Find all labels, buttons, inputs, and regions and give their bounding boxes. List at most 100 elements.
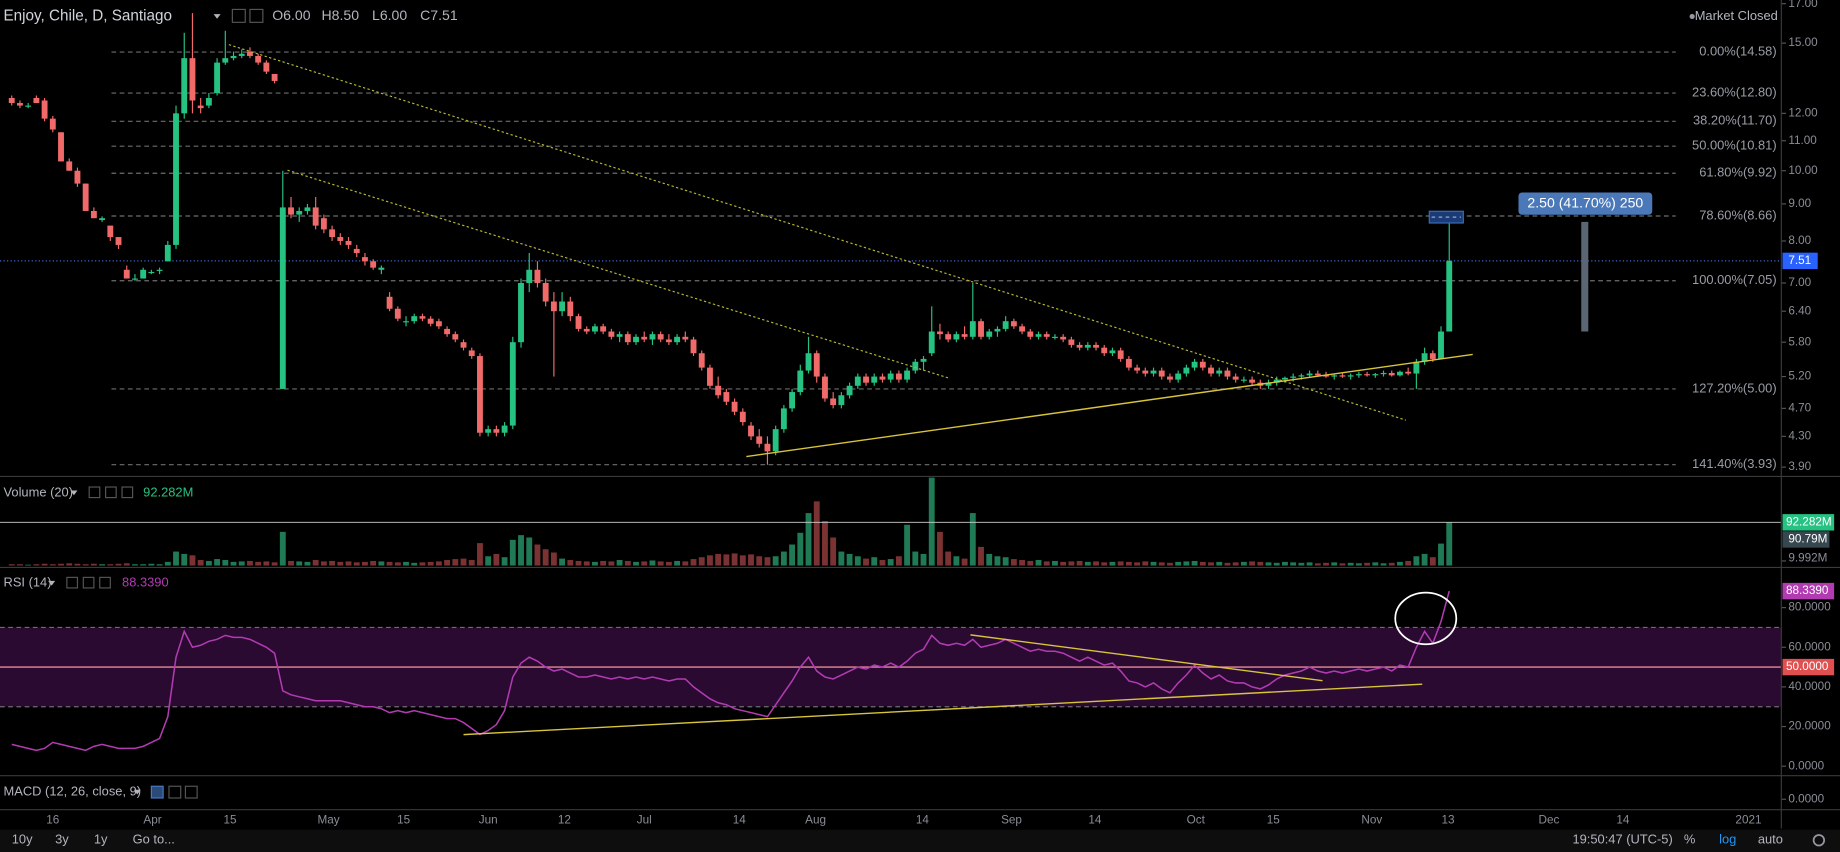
volume-bar: [649, 560, 656, 566]
volume-bar: [698, 557, 705, 566]
candle-body: [1084, 344, 1091, 348]
range-button[interactable]: 1y: [94, 832, 108, 847]
separators: [0, 0, 1840, 829]
candle-body: [1413, 361, 1420, 374]
icon[interactable]: [121, 486, 134, 499]
candle-body: [288, 207, 294, 215]
volume-bar: [132, 564, 138, 566]
front-layer: 17.00 15.00 12.00 11.00 10.00 9.00 8.00 7.00 6.4…: [46, 0, 1835, 826]
candle-body: [304, 207, 311, 211]
volume-bar: [1043, 561, 1050, 566]
y-tick-label: 80.0000: [1788, 601, 1831, 614]
volume-bar: [1027, 560, 1034, 566]
dropdown-arrow[interactable]: [213, 14, 221, 19]
candle-body: [1446, 260, 1453, 332]
candle-body: [197, 105, 204, 109]
candle-body: [460, 342, 467, 348]
candle-body: [1249, 379, 1256, 383]
time-label: 15: [1267, 813, 1281, 826]
candle-body: [682, 336, 689, 340]
volume-bar: [1183, 561, 1190, 566]
range-button[interactable]: 3y: [55, 832, 69, 847]
settings-icon[interactable]: [1812, 834, 1826, 847]
candle-body: [748, 425, 754, 437]
fib-label: 23.60%(12.80): [1692, 84, 1777, 99]
volume-bar: [74, 563, 81, 566]
volume-title[interactable]: Volume (20): [4, 484, 74, 499]
volume-bar: [1314, 563, 1321, 566]
candle-body: [386, 296, 393, 309]
candle-body: [8, 97, 15, 104]
volume-bar: [1372, 562, 1379, 566]
icon[interactable]: [82, 576, 95, 589]
candle-body: [1380, 372, 1387, 375]
time-label: 15: [397, 813, 411, 826]
icon[interactable]: [66, 576, 79, 589]
candle-body: [863, 376, 869, 383]
candle-body: [1183, 367, 1190, 374]
icon[interactable]: [150, 785, 164, 799]
percent-button[interactable]: %: [1684, 832, 1695, 847]
volume-bar: [920, 553, 927, 566]
dropdown-arrow[interactable]: [133, 789, 141, 795]
volume-bar: [1134, 562, 1141, 566]
time-label: Oct: [1187, 813, 1206, 826]
back-layer: [0, 51, 1782, 466]
time-label: 14: [916, 813, 930, 826]
icon[interactable]: [168, 785, 182, 799]
volume-bar: [164, 561, 171, 566]
symbol-title[interactable]: Enjoy, Chile, D, Santiago: [4, 7, 172, 24]
candle-body: [822, 376, 828, 399]
volume-bar: [1167, 562, 1173, 566]
macd-title[interactable]: MACD (12, 26, close, 9): [4, 784, 142, 799]
icon[interactable]: [88, 486, 101, 499]
candle-body: [329, 229, 336, 238]
volume-bar: [238, 561, 245, 566]
volume-bar: [411, 562, 418, 566]
candle-body: [854, 376, 861, 386]
volume-bar: [66, 563, 73, 566]
volume-bar: [468, 560, 475, 566]
volume-bar: [362, 561, 368, 566]
rsi-title[interactable]: RSI (14): [4, 575, 52, 590]
volume-bar: [8, 564, 15, 566]
volume-bar: [279, 531, 286, 566]
candle-body: [345, 240, 352, 245]
volume-bar: [616, 560, 623, 566]
candle-body: [247, 51, 253, 56]
volume-bar: [912, 551, 919, 566]
volume-bar: [49, 564, 56, 566]
fib-label: 100.00%(7.05): [1692, 272, 1777, 287]
candle-body: [271, 73, 278, 81]
rsi-midline-label: 50.0000: [1786, 660, 1829, 673]
candle-body: [690, 339, 697, 354]
volume-bar: [764, 557, 771, 566]
candle-body: [624, 334, 631, 343]
goto-button[interactable]: Go to...: [133, 832, 175, 847]
icon[interactable]: [99, 576, 111, 589]
drawings: [228, 44, 1473, 736]
volume-bar: [312, 560, 319, 566]
log-button[interactable]: log: [1719, 832, 1736, 847]
last-price-badge: [1782, 252, 1818, 270]
volume-bar: [1339, 563, 1346, 566]
footer-bar: [0, 829, 1840, 852]
candle-body: [279, 207, 286, 389]
candle-body: [715, 385, 722, 396]
icon[interactable]: [105, 486, 117, 499]
volume-bar: [1364, 562, 1371, 566]
icon[interactable]: [231, 8, 246, 23]
icon[interactable]: [184, 785, 198, 799]
dropdown-arrow[interactable]: [48, 580, 56, 586]
volume-bar: [386, 561, 393, 566]
volume-bar: [707, 555, 713, 566]
candle-body: [107, 225, 114, 238]
volume-bar: [1175, 561, 1182, 566]
candle-body: [485, 429, 492, 433]
icon[interactable]: [249, 8, 264, 23]
volume-bar: [1125, 561, 1132, 566]
auto-button[interactable]: auto: [1758, 832, 1783, 847]
volume-bar: [797, 532, 804, 566]
dropdown-arrow[interactable]: [70, 490, 78, 496]
range-button[interactable]: 10y: [12, 832, 33, 847]
